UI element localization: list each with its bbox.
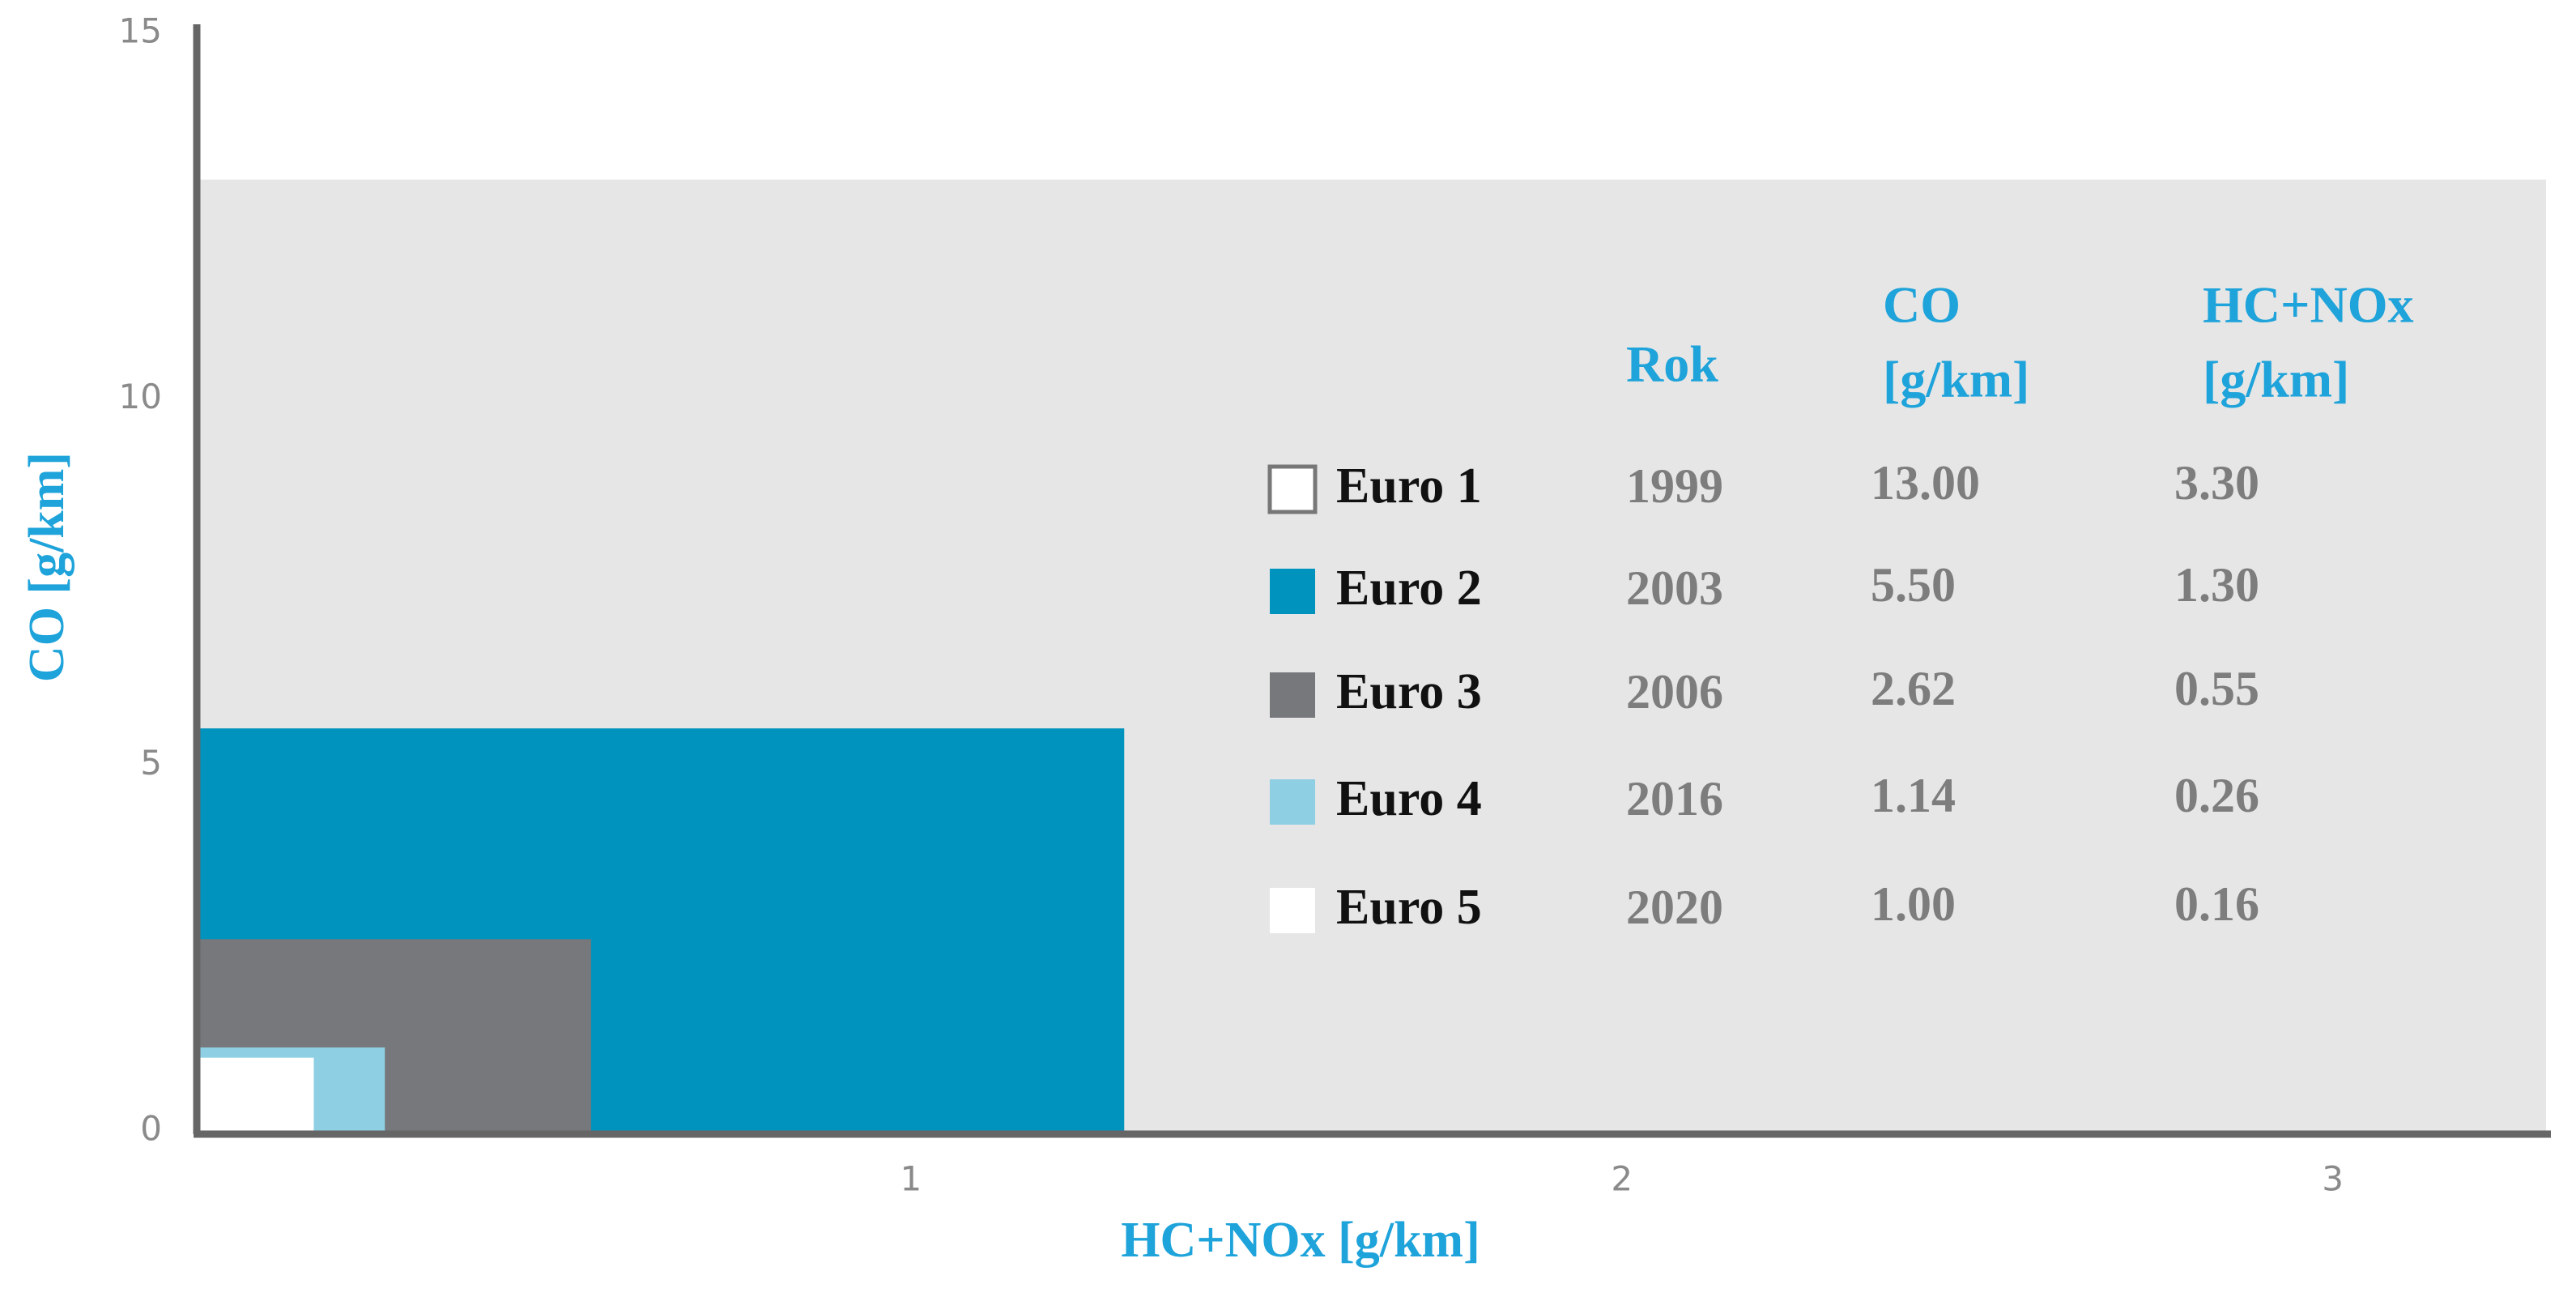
- y-tick-label: 0: [140, 1109, 162, 1149]
- y-tick-label: 5: [140, 743, 162, 783]
- table-header: HC+NOx: [2203, 276, 2413, 334]
- y-tick-label: 10: [119, 377, 162, 416]
- hc-nox-value: 3.30: [2174, 456, 2259, 510]
- table-header: CO: [1883, 276, 1961, 334]
- legend-label: Euro 5: [1336, 880, 1482, 935]
- table-header: [g/km]: [2203, 351, 2349, 408]
- legend-label: Euro 4: [1336, 771, 1482, 826]
- legend-swatch: [1270, 569, 1315, 614]
- legend-label: Euro 1: [1336, 459, 1482, 514]
- y-tick-label: 15: [119, 11, 162, 51]
- co-value: 1.14: [1871, 769, 1956, 822]
- legend-swatch: [1270, 779, 1315, 825]
- co-value: 2.62: [1871, 662, 1956, 715]
- year: 1999: [1626, 459, 1723, 513]
- legend-swatch: [1270, 672, 1315, 718]
- x-tick-label: 1: [901, 1159, 922, 1199]
- co-value: 13.00: [1871, 456, 1980, 510]
- table-header: Rok: [1626, 335, 1718, 393]
- legend-swatch: [1267, 464, 1318, 514]
- legend-label: Euro 2: [1336, 561, 1482, 616]
- co-value: 5.50: [1871, 558, 1956, 612]
- hc-nox-value: 1.30: [2174, 558, 2259, 612]
- year: 2003: [1626, 561, 1723, 615]
- x-tick-label: 3: [2322, 1159, 2344, 1199]
- year: 2020: [1626, 881, 1723, 934]
- legend-label: Euro 3: [1336, 664, 1482, 719]
- emission-area: [200, 1057, 314, 1131]
- co-value: 1.00: [1871, 877, 1956, 931]
- table-header: [g/km]: [1883, 351, 2029, 408]
- hc-nox-value: 0.26: [2174, 769, 2259, 822]
- hc-nox-value: 0.16: [2174, 877, 2259, 931]
- hc-nox-value: 0.55: [2174, 662, 2259, 715]
- plot-area: [200, 179, 2546, 1132]
- year: 2006: [1626, 665, 1723, 719]
- legend-swatch: [1270, 888, 1315, 933]
- year: 2016: [1626, 772, 1723, 825]
- y-axis-title: CO [g/km]: [19, 452, 75, 682]
- x-tick-label: 2: [1611, 1159, 1633, 1199]
- x-axis-title: HC+NOx [g/km]: [1121, 1213, 1480, 1268]
